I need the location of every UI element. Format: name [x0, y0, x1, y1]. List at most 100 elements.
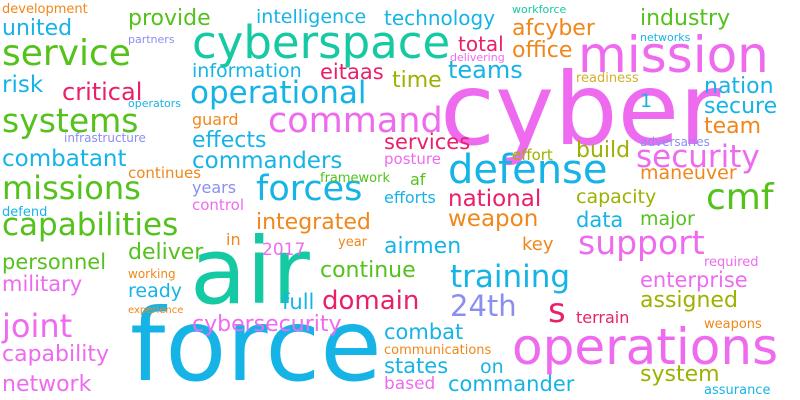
word-deliver: deliver [128, 240, 204, 265]
word-information: information [192, 60, 302, 82]
word-national: national [448, 186, 542, 212]
word-readiness: readiness [576, 71, 639, 86]
word-cmf: cmf [706, 177, 774, 218]
word-operators: operators [128, 97, 182, 110]
word-af: af [410, 170, 426, 189]
word-full: full [282, 290, 315, 314]
word-infrastructure: infrastructure [64, 131, 146, 145]
word-combatant: combatant [2, 146, 127, 172]
word-united: united [2, 16, 73, 41]
word-services: services [384, 130, 471, 154]
word-training: training [450, 259, 571, 295]
word-guard: guard [192, 110, 239, 129]
word-network: network [2, 372, 92, 397]
word-weapon: weapon [448, 206, 539, 232]
word-afcyber: afcyber [512, 16, 595, 41]
word-enterprise: enterprise [640, 268, 748, 292]
word-team: team [704, 114, 762, 139]
word-capacity: capacity [576, 186, 657, 208]
word-personnel: personnel [2, 250, 107, 274]
word-24th: 24th [450, 289, 517, 323]
word-security: security [636, 139, 760, 175]
word-development: development [2, 2, 88, 17]
word-framework: framework [320, 171, 391, 186]
word-teams: teams [448, 56, 523, 84]
word-commanders: commanders [192, 148, 343, 174]
word-nation: nation [704, 74, 774, 99]
word-command: command [268, 101, 443, 141]
word-effects: effects [192, 128, 267, 153]
word-commander: commander [448, 372, 575, 396]
word-key: key [522, 234, 554, 255]
word-secure: secure [704, 94, 778, 119]
word-communications: communications [384, 343, 492, 358]
word-continues: continues [128, 164, 202, 182]
word-office: office [512, 38, 573, 63]
word-working: working [128, 267, 176, 281]
word-based: based [384, 374, 436, 394]
word-efforts: efforts [384, 188, 436, 207]
word-operational: operational [190, 75, 367, 111]
word-support: support [578, 223, 705, 262]
word-cyber: cyber [440, 51, 721, 168]
word-cybersecurity: cybersecurity [192, 312, 342, 337]
word-eitaas: eitaas [320, 60, 384, 84]
word-service: service [2, 33, 131, 74]
word-intelligence: intelligence [256, 6, 367, 28]
word-networks: networks [640, 31, 691, 44]
word-s: s [548, 291, 566, 331]
word-technology: technology [384, 6, 496, 30]
word-capability: capability [2, 342, 109, 367]
word-workforce: workforce [512, 3, 567, 16]
word-cyberspace: cyberspace [192, 16, 451, 69]
word-data: data [576, 208, 624, 232]
word-total: total [458, 32, 504, 56]
word-maneuver: maneuver [640, 162, 737, 184]
word-2017: 2017 [262, 240, 306, 260]
word-1: 1 [640, 90, 653, 112]
word-defense: defense [448, 147, 608, 193]
word-combat: combat [384, 320, 464, 344]
word-airmen: airmen [384, 234, 462, 259]
word-years: years [192, 178, 237, 197]
word-operations: operations [512, 318, 779, 376]
word-adversaries: adversaries [640, 135, 710, 149]
word-critical: critical [62, 78, 143, 106]
word-effort: effort [512, 146, 553, 164]
word-integrated: integrated [256, 210, 371, 235]
word-force: force [130, 287, 382, 400]
word-continue: continue [320, 258, 416, 283]
word-states: states [384, 354, 449, 378]
word-terrain: terrain [576, 308, 630, 327]
word-domain: domain [322, 286, 420, 316]
word-experience: experience [128, 305, 184, 316]
word-in: in [226, 230, 241, 249]
word-assurance: assurance [704, 383, 771, 398]
word-posture: posture [384, 150, 441, 168]
word-missions: missions [2, 169, 141, 207]
word-time: time [392, 68, 442, 93]
word-air: air [190, 218, 310, 325]
word-year: year [338, 235, 368, 250]
word-delivering: delivering [450, 51, 505, 64]
word-joint: joint [2, 307, 73, 345]
word-risk: risk [2, 72, 44, 98]
word-ready: ready [128, 280, 183, 302]
word-industry: industry [640, 6, 731, 31]
word-partners: partners [128, 33, 175, 46]
word-military: military [2, 272, 83, 296]
word-system: system [640, 362, 720, 387]
word-build: build [576, 138, 631, 163]
word-weapons: weapons [704, 317, 762, 332]
word-mission: mission [578, 26, 769, 84]
word-capabilities: capabilities [2, 207, 179, 243]
word-defend: defend [2, 205, 48, 220]
word-assigned: assigned [640, 288, 738, 313]
word-required: required [704, 255, 759, 270]
word-major: major [640, 208, 695, 230]
word-control: control [192, 196, 244, 214]
word-forces: forces [256, 169, 363, 209]
word-on: on [480, 356, 504, 378]
word-provide: provide [128, 6, 211, 31]
